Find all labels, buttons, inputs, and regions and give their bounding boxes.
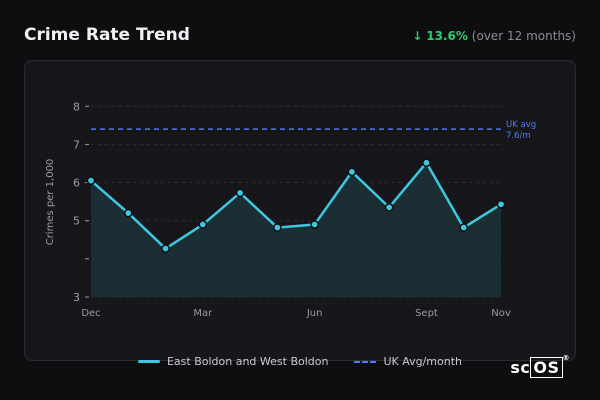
data-point (310, 220, 319, 229)
data-point (347, 167, 357, 177)
data-point (384, 203, 394, 212)
logo-registered-mark: ® (562, 353, 570, 362)
data-point (496, 199, 506, 209)
x-tick-label: Sept (415, 308, 438, 319)
legend-swatch-series (137, 360, 160, 363)
data-point (273, 223, 282, 232)
legend-item-series[interactable]: East Boldon and West Boldon (137, 355, 329, 368)
uk-avg-label: UK avg (506, 120, 536, 130)
data-point (459, 223, 469, 232)
data-point (198, 220, 208, 229)
x-tick-label: Dec (81, 308, 100, 319)
logo-text-b: OS (530, 357, 563, 378)
trend-change-value: 13.6% (426, 29, 468, 43)
brand-logo: sc OS® (510, 354, 570, 378)
y-tick-label: 6 (73, 177, 80, 190)
series-line (90, 161, 502, 250)
chart-legend: East Boldon and West Boldon UK Avg/month (0, 355, 600, 368)
y-axis-label: Crimes per 1,000 (45, 159, 56, 246)
data-point (123, 208, 133, 218)
trend-down-arrow-icon: ↓ (412, 29, 423, 43)
y-tick-label: 7 (73, 138, 80, 151)
logo-text-a: sc (510, 358, 531, 377)
legend-swatch-uk-avg (354, 360, 377, 363)
trend-change-note: (over 12 months) (471, 29, 576, 43)
uk-avg-value-label: 7.6/m (506, 131, 531, 141)
data-point (86, 176, 96, 185)
x-tick-label: Mar (193, 308, 213, 319)
y-tick-label: 5 (73, 215, 80, 228)
chart-title: Crime Rate Trend (24, 25, 190, 45)
y-tick-label: 8 (73, 100, 80, 113)
x-tick-label: Jun (306, 308, 323, 319)
data-point (161, 244, 170, 253)
y-tick-label: 3 (73, 291, 80, 304)
legend-item-uk-avg[interactable]: UK Avg/month (354, 355, 462, 368)
legend-label-uk-avg: UK Avg/month (383, 355, 463, 368)
trend-change: ↓ 13.6% (over 12 months) (412, 29, 576, 43)
data-point (422, 158, 431, 168)
legend-label-series: East Boldon and West Boldon (166, 355, 329, 368)
data-point (235, 188, 245, 198)
x-tick-label: Nov (491, 308, 511, 319)
